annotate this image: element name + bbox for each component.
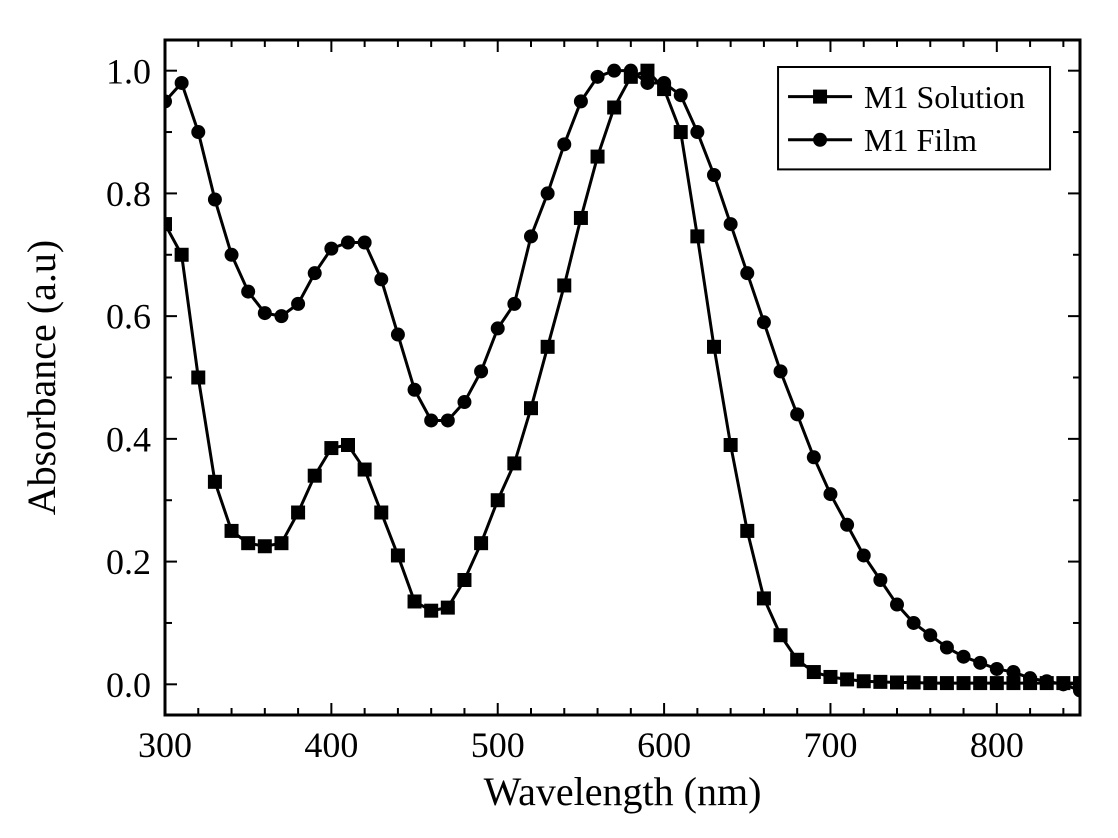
- svg-text:400: 400: [304, 725, 358, 765]
- svg-text:300: 300: [138, 725, 192, 765]
- y-axis-label: Absorbance (a.u): [19, 240, 64, 515]
- legend: M1 Solution M1 Film: [778, 67, 1050, 169]
- svg-text:1.0: 1.0: [106, 51, 151, 91]
- chart-canvas: 300 400 500 600 700 800 Wavelength (nm) 0.0 0.2 0…: [0, 0, 1118, 838]
- svg-text:500: 500: [471, 725, 525, 765]
- legend-label-m1-film: M1 Film: [864, 122, 977, 158]
- svg-text:0.6: 0.6: [106, 297, 151, 337]
- svg-text:800: 800: [970, 725, 1024, 765]
- svg-text:0.4: 0.4: [106, 419, 151, 459]
- legend-label-m1-solution: M1 Solution: [864, 79, 1025, 115]
- x-axis-label: Wavelength (nm): [484, 769, 762, 814]
- svg-text:0.0: 0.0: [106, 665, 151, 705]
- absorbance-chart: 300 400 500 600 700 800 Wavelength (nm) 0.0 0.2 0…: [0, 0, 1118, 838]
- svg-text:0.2: 0.2: [106, 542, 151, 582]
- svg-text:600: 600: [637, 725, 691, 765]
- svg-text:700: 700: [803, 725, 857, 765]
- svg-text:0.8: 0.8: [106, 174, 151, 214]
